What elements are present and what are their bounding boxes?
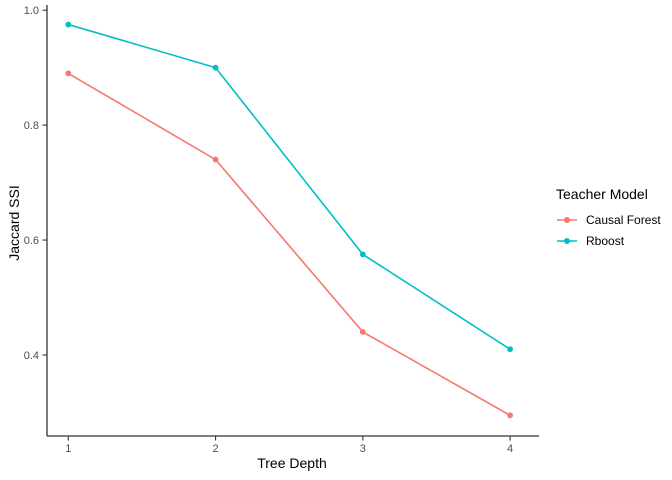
y-axis-title: Jaccard SSI	[6, 185, 22, 261]
legend-label: Rboost	[586, 233, 625, 248]
legend-key-dot	[564, 237, 570, 244]
legend-key-line-dot-icon	[557, 216, 577, 223]
x-axis-title: Tree Depth	[257, 455, 327, 471]
data-point-causal-forest-x2	[212, 156, 219, 163]
legend-label: Causal Forest	[586, 212, 661, 227]
y-tick-label: 0.6	[24, 235, 39, 247]
y-tick-label: 0.8	[24, 120, 39, 132]
x-tick-label: 1	[65, 443, 71, 455]
x-tick-label: 4	[507, 443, 513, 455]
x-tick-label: 2	[213, 443, 219, 455]
x-tick-label: 3	[360, 443, 366, 455]
legend-title: Teacher Model	[556, 186, 648, 202]
series-line-rboost	[68, 23, 511, 350]
data-point-causal-forest-x1	[65, 70, 72, 77]
legend-key-dot	[564, 216, 570, 223]
data-point-rboost-x3	[359, 251, 366, 258]
data-point-causal-forest-x4	[507, 412, 513, 419]
legend: Teacher Model Causal Forest Rboost	[556, 186, 661, 253]
legend-key-line-dot-icon	[557, 237, 577, 244]
series-line-causal-forest	[67, 72, 511, 417]
data-point-rboost-x2	[212, 64, 219, 71]
y-tick-label: 1.0	[24, 5, 39, 17]
legend-item-rboost: Rboost	[556, 232, 661, 249]
data-point-rboost-x4	[507, 346, 513, 353]
data-point-causal-forest-x3	[359, 329, 366, 335]
y-tick-label: 0.4	[24, 350, 39, 362]
data-point-rboost-x1	[65, 21, 72, 28]
legend-item-causal-forest: Causal Forest	[556, 211, 661, 228]
